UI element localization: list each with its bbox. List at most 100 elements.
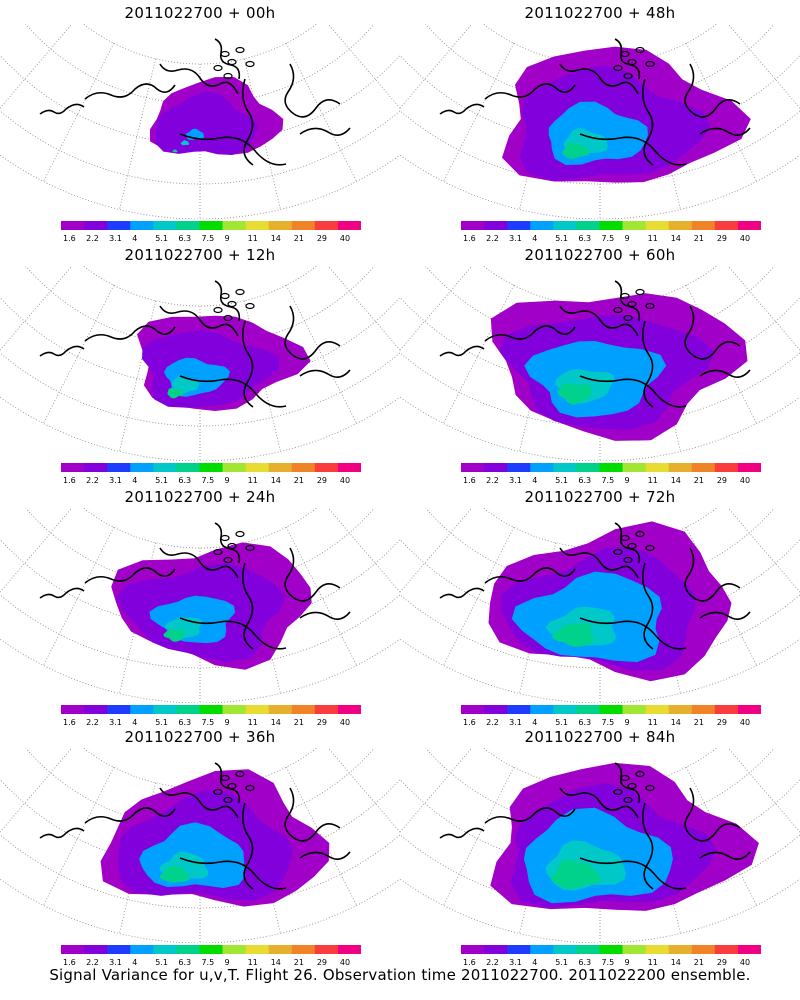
meridian-line xyxy=(0,24,46,77)
coastline xyxy=(641,320,654,408)
colorbar-tick-label: 5.1 xyxy=(155,476,168,485)
meridian-line xyxy=(354,24,400,77)
colorbar-swatch xyxy=(645,945,670,954)
polar-map xyxy=(400,508,800,703)
colorbar: 1.6 2.2 3.1 4 5.1 6.3 7.5 9 11 14 21 29 40 xyxy=(61,221,361,243)
colorbar-swatch xyxy=(199,705,224,714)
meridian-line xyxy=(754,748,800,801)
coastline xyxy=(614,762,641,804)
colorbar-swatch xyxy=(622,463,647,472)
coastline xyxy=(579,857,687,890)
coastline xyxy=(699,851,751,860)
colorbar-swatch xyxy=(291,705,316,714)
colorbar-swatch xyxy=(530,221,554,230)
meridian-line xyxy=(443,285,515,424)
island-outline xyxy=(613,306,623,314)
island-outline xyxy=(223,556,233,564)
colorbar-tick-label: 3.1 xyxy=(509,958,522,967)
latitude-line xyxy=(0,352,400,427)
island-outline xyxy=(227,542,237,550)
colorbar-tick-label: 1.6 xyxy=(63,718,76,727)
meridian-line xyxy=(443,527,515,666)
coastline xyxy=(284,63,341,118)
colorbar-tick-label: 3.1 xyxy=(109,958,122,967)
variance-contour xyxy=(159,866,190,883)
colorbar-tick-label: 29 xyxy=(717,718,727,727)
colorbar-swatch xyxy=(622,705,647,714)
colorbar-swatch xyxy=(622,945,647,954)
coastline xyxy=(614,522,641,564)
meridian-line xyxy=(43,527,115,666)
meridian-line xyxy=(519,782,557,934)
meridian-line xyxy=(400,508,446,561)
latitude-line xyxy=(82,508,318,549)
colorbar-swatch xyxy=(153,463,177,472)
polar-map xyxy=(400,24,800,219)
colorbar-swatch xyxy=(245,945,270,954)
coastline xyxy=(579,375,687,408)
polar-map xyxy=(400,748,800,943)
colorbar-tick-label: 40 xyxy=(740,476,750,485)
meridian-line xyxy=(243,300,281,452)
island-outline xyxy=(245,60,255,68)
island-outline xyxy=(613,788,623,796)
colorbar-tick-label: 7.5 xyxy=(601,234,614,243)
variance-contour xyxy=(155,91,258,155)
colorbar-swatch xyxy=(176,945,200,954)
colorbar-swatch xyxy=(61,463,85,472)
colorbar-tick-label: 2.2 xyxy=(486,958,499,967)
meridian-line xyxy=(400,748,446,801)
colorbar-swatch xyxy=(199,463,224,472)
meridian-line xyxy=(354,508,400,561)
colorbar-tick-label: 7.5 xyxy=(201,476,214,485)
colorbar-swatch xyxy=(484,945,508,954)
colorbar-swatch xyxy=(130,945,154,954)
colorbar-tick-label: 29 xyxy=(317,234,327,243)
colorbar-swatch xyxy=(599,945,624,954)
coastline xyxy=(241,320,254,408)
coastline xyxy=(214,280,241,322)
colorbar-swatch xyxy=(668,705,693,714)
coastline xyxy=(579,133,687,166)
colorbar-swatch xyxy=(714,705,739,714)
coastline xyxy=(439,587,485,599)
island-outline xyxy=(220,292,230,300)
meridian-line xyxy=(0,266,73,351)
colorbar-tick-label: 7.5 xyxy=(601,958,614,967)
meridian-line xyxy=(285,285,357,424)
colorbar-tick-label: 21 xyxy=(694,234,704,243)
colorbar-tick-label: 6.3 xyxy=(178,476,191,485)
meridian-line xyxy=(354,748,400,801)
island-outline xyxy=(245,544,255,552)
colorbar-tick-label: 2.2 xyxy=(86,476,99,485)
coastline xyxy=(39,345,85,357)
coastline xyxy=(484,83,576,100)
colorbar-tick-label: 21 xyxy=(694,958,704,967)
meridian-line xyxy=(519,542,557,694)
colorbar-swatch xyxy=(268,705,293,714)
colorbar-tick-label: 6.3 xyxy=(578,476,591,485)
colorbar-tick-label: 9 xyxy=(625,958,630,967)
island-outline xyxy=(620,50,630,58)
colorbar-tick-label: 6.3 xyxy=(178,234,191,243)
coastline xyxy=(159,547,239,579)
coastline xyxy=(614,38,641,80)
colorbar-tick-label: 4 xyxy=(532,234,537,243)
island-outline xyxy=(227,58,237,66)
colorbar-swatch xyxy=(507,463,531,472)
coastline xyxy=(699,369,751,378)
meridian-line xyxy=(400,266,446,319)
colorbar: 1.6 2.2 3.1 4 5.1 6.3 7.5 9 11 14 21 29 40 xyxy=(461,463,761,485)
island-outline xyxy=(235,770,245,778)
colorbar-swatch xyxy=(576,945,600,954)
colorbar-tick-label: 40 xyxy=(740,718,750,727)
coastline xyxy=(241,78,254,166)
colorbar-swatch xyxy=(291,221,316,230)
meridian-line xyxy=(400,266,473,351)
colorbar-tick-label: 7.5 xyxy=(601,718,614,727)
colorbar-tick-label: 40 xyxy=(740,958,750,967)
panel-title: 2011022700 + 24h xyxy=(124,488,276,506)
colorbar-swatch xyxy=(530,945,554,954)
island-outline xyxy=(627,542,637,550)
colorbar-tick-label: 29 xyxy=(717,476,727,485)
